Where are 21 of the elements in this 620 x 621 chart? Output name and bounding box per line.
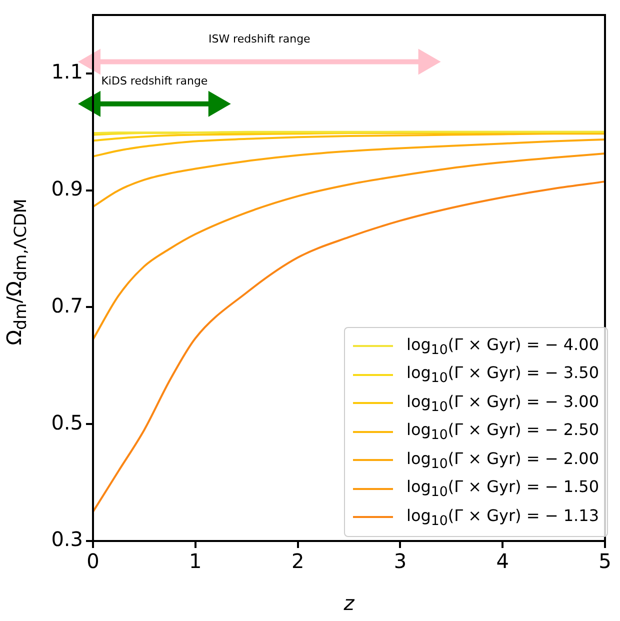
legend-label: log$_{10}$(Γ × Gyr) = − 3.00 [406,392,599,415]
annotation: ISW redshift range [208,32,311,46]
x-axis-title: z [342,591,355,616]
x-tick-label: 2 [291,549,304,574]
legend-label: log$_{10}$(Γ × Gyr) = − 1.13 [406,506,599,529]
y-tick-label: 0.7 [51,293,83,318]
legend-label: log$_{10}$(Γ × Gyr) = − 2.50 [406,420,599,444]
annotation: KiDS redshift range [101,74,208,88]
legend-label: log$_{10}$(Γ × Gyr) = − 3.50 [406,363,599,386]
y-tick-label: 0.3 [51,527,83,552]
x-tick-label: 4 [496,549,509,574]
y-tick-label: 1.1 [51,60,83,84]
y-tick-label: 0.9 [51,176,83,201]
x-tick-label: 1 [189,549,202,574]
x-tick-label: 3 [394,549,407,574]
y-tick-label: 0.5 [51,410,83,434]
legend-label: log$_{10}$(Γ × Gyr) = − 4.00 [406,334,599,358]
x-tick-label: 0 [86,549,100,574]
legend-label: log$_{10}$(Γ × Gyr) = − 1.50 [406,477,599,500]
x-tick-label: 5 [598,549,612,574]
legend-label: log$_{10}$(Γ × Gyr) = − 2.00 [406,448,599,472]
